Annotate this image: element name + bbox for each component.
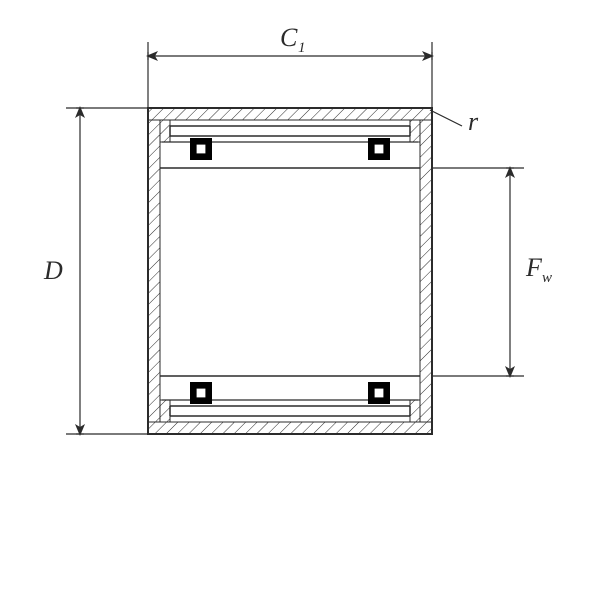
svg-text:w: w bbox=[542, 270, 552, 286]
label-c1: C bbox=[280, 23, 298, 52]
label-d: D bbox=[43, 256, 63, 285]
roller bbox=[190, 382, 212, 404]
roller bbox=[368, 382, 390, 404]
label-r: r bbox=[468, 107, 479, 136]
leader-r bbox=[430, 110, 462, 126]
svg-text:1: 1 bbox=[298, 40, 306, 56]
label-fw: F bbox=[525, 253, 543, 282]
roller bbox=[190, 138, 212, 160]
roller bbox=[368, 138, 390, 160]
technical-drawing: C1 D Fw r bbox=[0, 0, 600, 600]
